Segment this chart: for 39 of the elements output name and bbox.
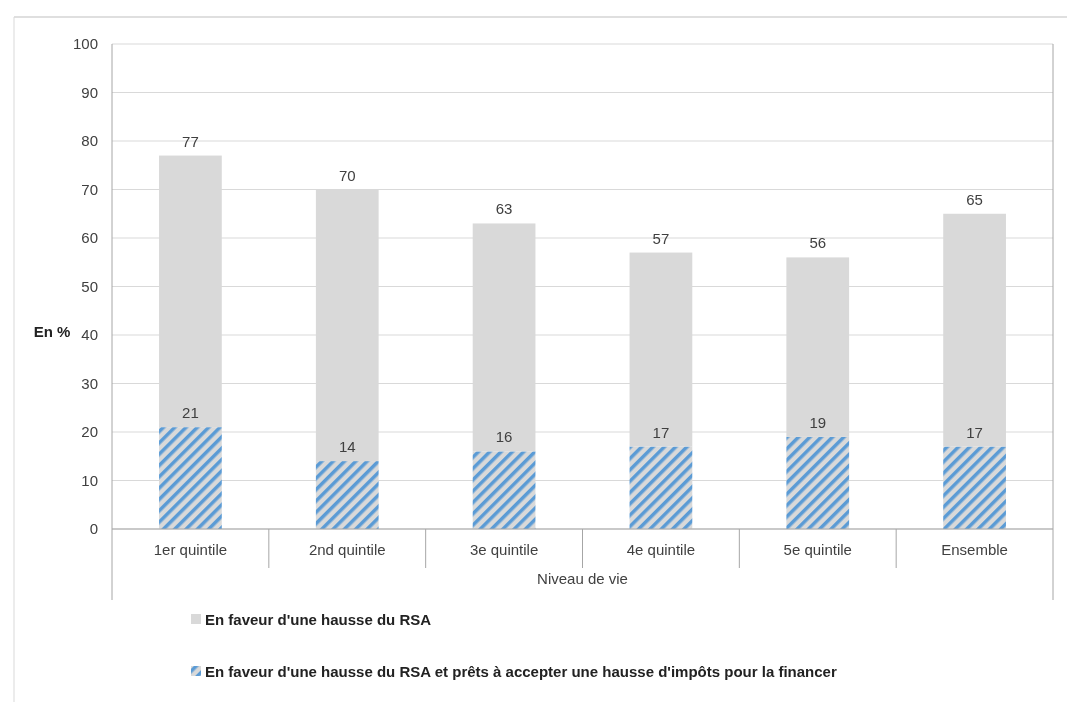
x-tick-label: 3e quintile: [469, 541, 539, 558]
legend-label: En faveur d'une hausse du RSA: [205, 611, 432, 628]
total-label: 63: [495, 200, 513, 218]
x-tick-label: 4e quintile: [626, 541, 696, 558]
bar: [786, 436, 850, 529]
data-label: 17: [652, 423, 670, 441]
y-tick-label: 0: [89, 520, 98, 537]
bar: [315, 461, 379, 529]
y-tick-label: 50: [81, 277, 98, 295]
data-label: 16: [495, 428, 513, 446]
y-tick-label: 10: [81, 471, 98, 489]
x-tick-label: 1er quintile: [153, 541, 228, 558]
data-label: 17: [966, 423, 983, 441]
y-tick-label: 20: [81, 423, 98, 440]
total-label: 57: [652, 229, 670, 247]
y-axis-title: En %: [33, 323, 71, 340]
bar: [159, 427, 222, 529]
bar: [472, 451, 536, 529]
x-axis-title: Niveau de vie: [537, 570, 628, 587]
bar: [943, 446, 1006, 529]
total-label: 65: [966, 190, 983, 208]
legend-label: En faveur d'une hausse du RSA et prêts à accepter une hausse d'impôts pour la financer: [205, 663, 837, 680]
total-label: 70: [338, 166, 356, 184]
data-label: 21: [182, 404, 199, 422]
y-tick-label: 90: [81, 83, 98, 101]
y-tick-label: 80: [81, 132, 98, 149]
y-tick-label: 40: [81, 326, 98, 343]
data-label: 19: [809, 413, 827, 431]
y-tick-label: 60: [81, 229, 98, 246]
total-label: 77: [182, 132, 199, 150]
bar: [629, 446, 693, 529]
y-tick-label: 100: [72, 35, 98, 52]
total-label: 56: [809, 234, 827, 252]
y-tick-label: 30: [81, 374, 98, 392]
x-tick-label: 2nd quintile: [308, 541, 386, 558]
data-label: 14: [338, 438, 356, 456]
x-tick-label: Ensemble: [941, 541, 1008, 558]
y-tick-label: 70: [81, 180, 98, 198]
x-tick-label: 5e quintile: [783, 541, 852, 558]
